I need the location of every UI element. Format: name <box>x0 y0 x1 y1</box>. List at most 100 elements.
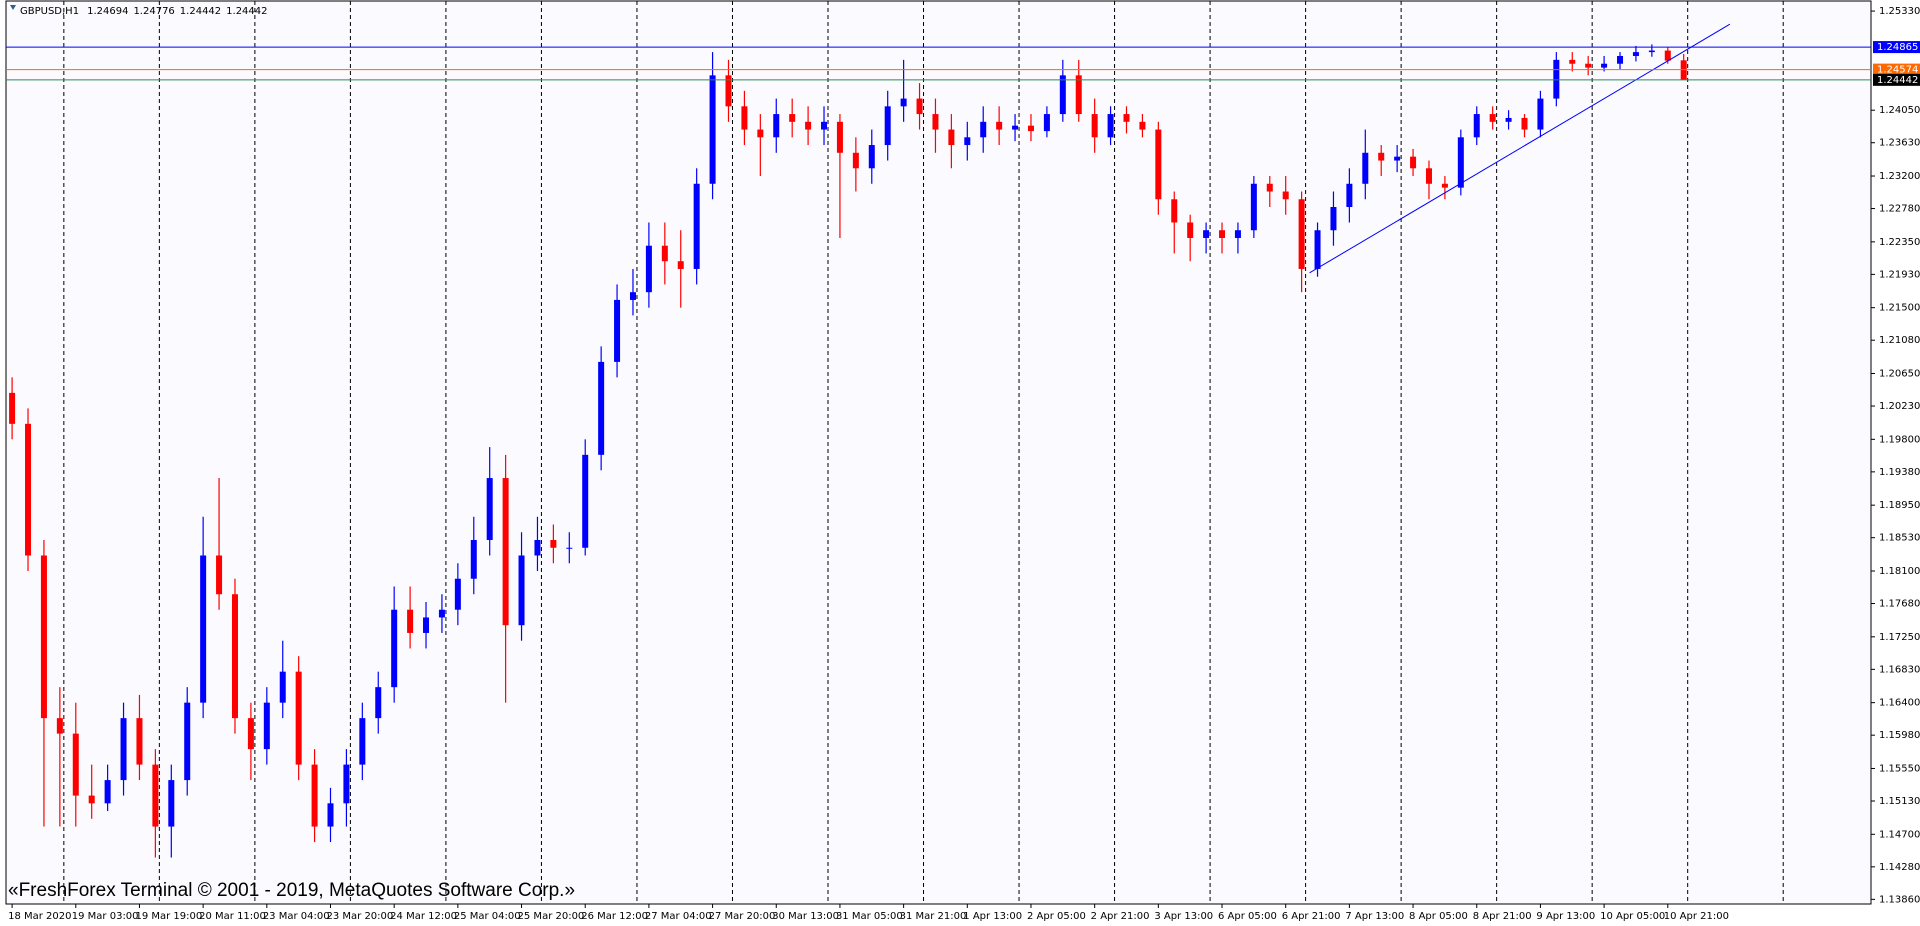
candle-body <box>1234 230 1241 238</box>
y-tick-label: 1.18100 <box>1879 566 1920 577</box>
candle-body <box>184 702 191 781</box>
candle-body <box>1107 114 1114 138</box>
candle-body <box>407 609 414 633</box>
x-tick-label: 2 Apr 21:00 <box>1091 911 1150 922</box>
candle-body <box>1617 55 1624 64</box>
x-tick-label: 1 Apr 13:00 <box>963 911 1022 922</box>
x-tick-label: 10 Apr 05:00 <box>1600 911 1665 922</box>
watermark: «FreshForex Terminal © 2001 - 2019, Meta… <box>8 880 575 901</box>
x-tick-label: 6 Apr 21:00 <box>1282 911 1341 922</box>
candle-body <box>645 245 652 293</box>
candle-body <box>1569 59 1576 64</box>
candle-body <box>1378 152 1385 161</box>
candle-body <box>375 687 382 719</box>
y-tick-label: 1.14700 <box>1879 829 1920 840</box>
candle-body <box>884 106 891 146</box>
candle-body <box>598 361 605 455</box>
candle-body <box>343 764 350 804</box>
x-tick-label: 2 Apr 05:00 <box>1027 911 1086 922</box>
candle-body <box>1505 117 1512 122</box>
candle-body <box>693 183 700 269</box>
candle-body <box>1282 191 1289 200</box>
y-tick-label: 1.17680 <box>1879 599 1920 610</box>
candle-body <box>136 718 143 765</box>
candle-body <box>391 609 398 688</box>
candle-body <box>996 121 1003 130</box>
candle-body <box>438 609 445 618</box>
candle-body <box>725 75 732 107</box>
header-high: 1.24776 <box>133 6 174 17</box>
candle-body <box>423 617 430 633</box>
candle-body <box>757 129 764 138</box>
price-label-box <box>1873 73 1920 86</box>
y-tick-label: 1.21080 <box>1879 335 1920 346</box>
candle-body <box>1155 129 1162 200</box>
header-open: 1.24694 <box>87 6 128 17</box>
candle-body <box>25 423 32 556</box>
candle-body <box>72 733 79 796</box>
candle-body <box>295 671 302 765</box>
y-tick-label: 1.16830 <box>1879 664 1920 675</box>
y-tick-label: 1.23630 <box>1879 138 1920 149</box>
candle-body <box>359 718 366 765</box>
candle-body <box>486 478 493 541</box>
candle-body <box>231 594 238 719</box>
candle-body <box>1043 114 1050 132</box>
candle-body <box>1027 125 1034 132</box>
header-low: 1.24442 <box>180 6 221 17</box>
x-tick-label: 26 Mar 12:00 <box>581 911 648 922</box>
candle-body <box>327 803 334 827</box>
x-tick-label: 19 Mar 03:00 <box>72 911 139 922</box>
y-tick-label: 1.21930 <box>1879 269 1920 280</box>
x-tick-label: 19 Mar 19:00 <box>135 911 202 922</box>
x-tick-label: 27 Mar 04:00 <box>645 911 712 922</box>
candle-body <box>311 764 318 827</box>
y-tick-label: 1.17250 <box>1879 632 1920 643</box>
candle-body <box>1346 183 1353 208</box>
candle-body <box>1632 52 1639 56</box>
x-tick-label: 31 Mar 21:00 <box>900 911 967 922</box>
candle-body <box>168 780 175 827</box>
y-tick-label: 1.15980 <box>1879 730 1920 741</box>
candle-body <box>677 261 684 269</box>
price-label: 1.24574 <box>1877 65 1918 76</box>
x-tick-label: 8 Apr 21:00 <box>1473 911 1532 922</box>
price-label: 1.24865 <box>1877 42 1918 53</box>
candle-body <box>741 106 748 130</box>
x-tick-label: 8 Apr 05:00 <box>1409 911 1468 922</box>
candle-body <box>661 245 668 262</box>
candle-body <box>566 547 573 549</box>
x-tick-label: 30 Mar 13:00 <box>772 911 839 922</box>
y-tick-label: 1.15550 <box>1879 763 1920 774</box>
y-tick-label: 1.21500 <box>1879 303 1920 314</box>
candle-body <box>104 780 111 804</box>
candle-body <box>200 555 207 703</box>
candle-body <box>1537 98 1544 130</box>
candle-body <box>821 121 828 130</box>
candle-body <box>900 98 907 107</box>
x-tick-label: 23 Mar 04:00 <box>263 911 330 922</box>
y-tick-label: 1.16400 <box>1879 698 1920 709</box>
candle-body <box>773 114 780 138</box>
candle-body <box>1075 75 1082 115</box>
candle-body <box>518 555 525 626</box>
candle-body <box>263 702 270 750</box>
x-tick-label: 3 Apr 13:00 <box>1154 911 1213 922</box>
candle-body <box>980 121 987 138</box>
candle-body <box>1203 230 1210 238</box>
candle-body <box>502 478 509 626</box>
x-tick-label: 25 Mar 20:00 <box>518 911 585 922</box>
candle-body <box>56 718 63 734</box>
candle-body <box>614 299 621 362</box>
candle-body <box>1425 168 1432 184</box>
x-tick-label: 20 Mar 11:00 <box>199 911 266 922</box>
candle-body <box>1585 63 1592 68</box>
x-tick-label: 10 Apr 21:00 <box>1664 911 1729 922</box>
x-tick-label: 7 Apr 13:00 <box>1345 911 1404 922</box>
x-tick-label: 6 Apr 05:00 <box>1218 911 1277 922</box>
candle-body <box>1171 199 1178 223</box>
y-tick-label: 1.19800 <box>1879 434 1920 445</box>
candle-body <box>279 671 286 703</box>
candle-body <box>1362 152 1369 184</box>
